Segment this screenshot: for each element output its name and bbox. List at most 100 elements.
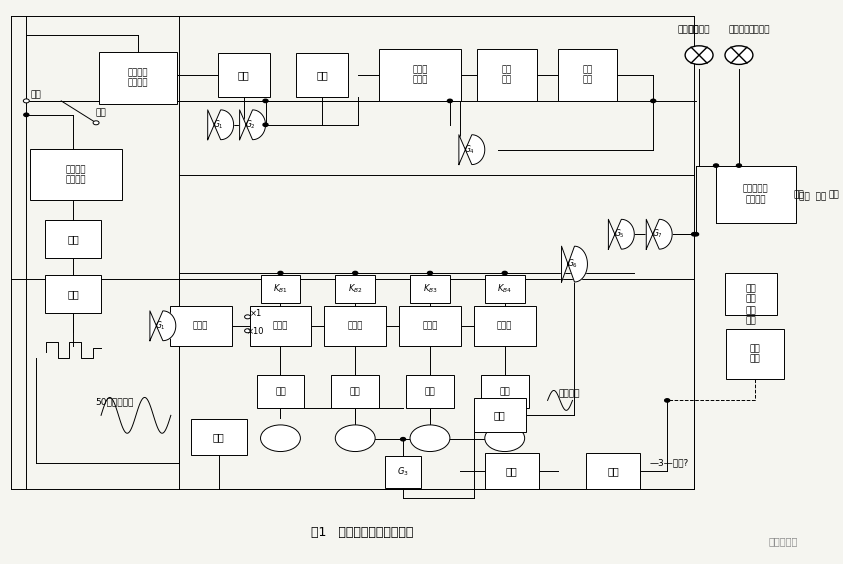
Bar [379, 49, 461, 101]
Bar [217, 53, 270, 97]
Polygon shape [207, 110, 234, 140]
Circle shape [93, 121, 99, 125]
Text: 故障: 故障 [829, 190, 839, 199]
Circle shape [410, 425, 450, 452]
Circle shape [502, 271, 507, 275]
Bar [385, 456, 421, 488]
Bar [256, 374, 304, 408]
Text: 反相
放大: 反相 放大 [583, 65, 593, 85]
Text: 译码: 译码 [275, 387, 286, 396]
Bar [725, 273, 777, 315]
Text: 选择禁止
偏合网络: 选择禁止 偏合网络 [66, 165, 86, 184]
Text: 50周校验信号: 50周校验信号 [94, 397, 133, 406]
Text: 执行
机构: 执行 机构 [749, 344, 760, 363]
Bar [191, 419, 247, 455]
Text: 涡轮: 涡轮 [506, 466, 518, 476]
Text: 整形: 整形 [67, 289, 79, 299]
Bar [260, 275, 300, 303]
Circle shape [685, 46, 713, 64]
Bar [474, 306, 535, 346]
Circle shape [725, 46, 753, 64]
Bar [331, 374, 379, 408]
Text: $K_{B2}$: $K_{B2}$ [348, 283, 362, 295]
Circle shape [24, 99, 30, 103]
Bar [726, 329, 784, 378]
Polygon shape [239, 110, 266, 140]
Text: $G_1$: $G_1$ [155, 320, 166, 332]
Bar [716, 166, 796, 223]
Bar [477, 49, 537, 101]
Text: 计数器: 计数器 [497, 321, 513, 331]
Text: $G_6$: $G_6$ [567, 258, 578, 270]
Text: 电源: 电源 [212, 432, 224, 442]
Circle shape [263, 99, 268, 103]
Circle shape [448, 99, 453, 103]
Text: 工作: 工作 [793, 190, 804, 199]
Text: 起动指示: 起动指示 [728, 26, 749, 35]
Bar [46, 275, 101, 313]
Text: ×1: ×1 [250, 309, 261, 318]
Text: $K_{B3}$: $K_{B3}$ [422, 283, 438, 295]
Text: 反相: 反相 [494, 411, 506, 420]
Bar [410, 275, 450, 303]
Circle shape [427, 271, 432, 275]
Circle shape [352, 271, 357, 275]
Text: 计数器: 计数器 [273, 321, 288, 331]
Circle shape [485, 425, 524, 452]
Circle shape [713, 164, 718, 168]
Text: 计数器: 计数器 [347, 321, 362, 331]
Text: $G_2$: $G_2$ [245, 118, 256, 131]
Bar [587, 453, 641, 489]
Bar [325, 306, 386, 346]
Bar [336, 275, 375, 303]
Text: 放大: 放大 [67, 234, 79, 244]
Polygon shape [150, 311, 176, 341]
Text: 输入及灵
敏度调节: 输入及灵 敏度调节 [127, 68, 148, 88]
Circle shape [244, 329, 250, 333]
Text: 停止指示: 停止指示 [678, 26, 699, 35]
Bar [557, 49, 617, 101]
Bar [30, 149, 122, 200]
Text: $G_5$: $G_5$ [614, 228, 625, 240]
Bar [250, 306, 311, 346]
Text: ×10: ×10 [247, 327, 265, 336]
Text: $K_{B4}$: $K_{B4}$ [497, 283, 513, 295]
Text: 工作: 工作 [96, 108, 106, 117]
Text: 手动
停止: 手动 停止 [745, 306, 756, 325]
Polygon shape [609, 219, 634, 249]
Text: 主触
双稳: 主触 双稳 [502, 65, 512, 85]
Circle shape [651, 99, 656, 103]
Text: 输出信号: 输出信号 [559, 389, 580, 398]
Circle shape [263, 123, 268, 126]
Text: $K_{B1}$: $K_{B1}$ [273, 283, 287, 295]
Bar [485, 275, 524, 303]
Bar [297, 53, 348, 97]
Circle shape [260, 425, 300, 452]
Text: 延迟: 延迟 [316, 70, 328, 80]
Circle shape [400, 438, 405, 441]
Bar [481, 374, 529, 408]
Circle shape [691, 232, 696, 236]
Text: 译码: 译码 [425, 387, 435, 396]
Polygon shape [647, 219, 672, 249]
Bar [474, 398, 526, 432]
Text: $G_7$: $G_7$ [652, 228, 663, 240]
Bar [399, 306, 461, 346]
Circle shape [694, 232, 699, 236]
Circle shape [336, 425, 375, 452]
Text: 起动指示: 起动指示 [749, 26, 771, 35]
Text: 手动
停止: 手动 停止 [745, 284, 756, 303]
Text: 图1   预定计数器原理方框图: 图1 预定计数器原理方框图 [312, 526, 414, 539]
Polygon shape [459, 135, 485, 165]
Circle shape [24, 113, 29, 117]
Text: 交流无触点
功率开关: 交流无触点 功率开关 [743, 185, 769, 204]
Text: —3—流量?: —3—流量? [650, 459, 689, 468]
Text: 计数器: 计数器 [193, 321, 208, 331]
Text: 工作  故障: 工作 故障 [799, 192, 826, 201]
Text: $G_1$: $G_1$ [213, 118, 224, 131]
Bar [46, 221, 101, 258]
Bar [169, 306, 232, 346]
Text: 阀门: 阀门 [608, 466, 620, 476]
Text: 校验: 校验 [31, 90, 41, 99]
Text: 译码: 译码 [499, 387, 510, 396]
